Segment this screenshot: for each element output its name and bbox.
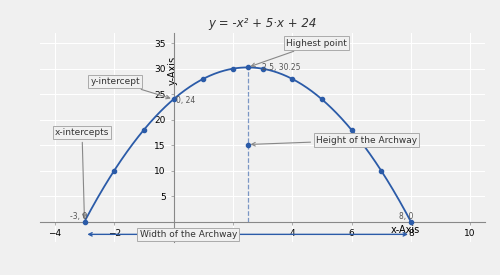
Text: -3, 0: -3, 0	[70, 211, 87, 221]
Title: y = -x² + 5·x + 24: y = -x² + 5·x + 24	[208, 17, 316, 31]
Y-axis label: y-Axis: y-Axis	[168, 56, 178, 85]
Text: y-intercept: y-intercept	[90, 77, 170, 99]
Text: x-intercepts: x-intercepts	[55, 128, 109, 218]
Text: Width of the Archway: Width of the Archway	[140, 230, 237, 239]
Text: Highest point: Highest point	[252, 39, 347, 67]
X-axis label: x-Axis: x-Axis	[390, 225, 420, 235]
Text: 2.5, 30.25: 2.5, 30.25	[262, 63, 301, 72]
Text: Height of the Archway: Height of the Archway	[252, 136, 417, 146]
Text: 8, 0: 8, 0	[399, 211, 413, 221]
Text: 0, 24: 0, 24	[176, 96, 195, 105]
